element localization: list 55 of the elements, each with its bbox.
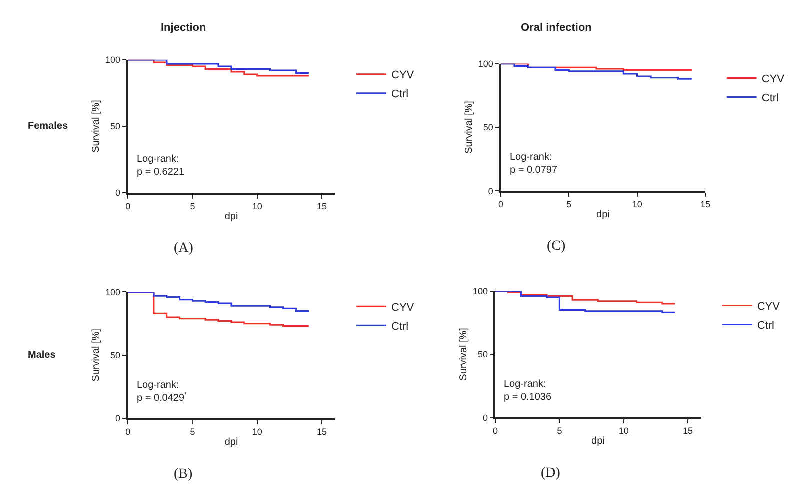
x-axis-title: dpi (592, 436, 605, 448)
legend-label: Ctrl (757, 320, 774, 332)
x-tick-label: 5 (190, 427, 196, 438)
y-axis-title: Survival [%] (90, 100, 102, 153)
y-tick-label: 0 (482, 412, 488, 423)
y-tick-label: 100 (472, 286, 488, 296)
legend-label: CYV (757, 301, 781, 314)
y-axis-title: Survival [%] (90, 328, 102, 382)
y-tick-label: 50 (110, 122, 121, 132)
legend-label: Ctrl (392, 321, 409, 334)
x-tick-label: 15 (700, 200, 711, 210)
y-tick-label: 50 (478, 350, 488, 360)
x-tick-label: 15 (317, 427, 328, 438)
chart-title: Oral infection (521, 22, 592, 34)
annotation: Log-rank: p = 0.1036 (504, 379, 552, 403)
text: (C) (547, 239, 566, 254)
x-tick-label: 0 (126, 202, 131, 212)
x-tick-label: 10 (632, 200, 642, 210)
y-tick-label: 100 (105, 287, 121, 298)
legend-label: Ctrl (392, 88, 409, 101)
text: Males (28, 350, 56, 361)
y-axis-title: Survival [%] (458, 328, 470, 381)
x-tick-label: 5 (190, 202, 196, 212)
text: (A) (174, 241, 194, 256)
annotation: Log-rank: p = 0.0797 (510, 152, 558, 176)
annotation: Log-rank: p = 0.0429$^{*}$ (137, 380, 188, 404)
y-tick-label: 0 (116, 414, 121, 424)
x-tick-label: 5 (557, 426, 562, 436)
legend-label: CYV (762, 74, 786, 86)
legend-label: Ctrl (762, 92, 779, 105)
x-tick-label: 10 (252, 202, 262, 212)
x-tick-label: 15 (317, 202, 328, 212)
y-tick-label: 50 (483, 122, 494, 133)
x-axis-title: dpi (224, 437, 238, 448)
y-axis-title: Survival [%] (464, 100, 475, 154)
x-tick-label: 0 (498, 200, 504, 210)
legend-label: CYV (392, 302, 415, 314)
y-tick-label: 100 (478, 58, 494, 69)
y-tick-label: 0 (488, 186, 494, 196)
y-tick-label: 50 (110, 350, 121, 361)
y-tick-label: 100 (105, 55, 121, 66)
x-axis-title: dpi (224, 212, 238, 223)
y-tick-label: 0 (116, 188, 121, 198)
annotation: Log-rank: p = 0.6221 (137, 154, 185, 178)
x-tick-label: 5 (566, 200, 572, 210)
text: (D) (541, 466, 561, 481)
x-tick-label: 15 (683, 426, 694, 436)
text: Females (28, 121, 68, 132)
x-tick-label: 10 (618, 426, 629, 436)
text: (B) (174, 467, 193, 482)
x-axis-title: dpi (596, 210, 610, 221)
legend-label: CYV (392, 70, 415, 82)
x-tick-label: 0 (126, 427, 131, 438)
chart-title: Injection (161, 22, 207, 34)
x-tick-label: 10 (252, 427, 262, 438)
